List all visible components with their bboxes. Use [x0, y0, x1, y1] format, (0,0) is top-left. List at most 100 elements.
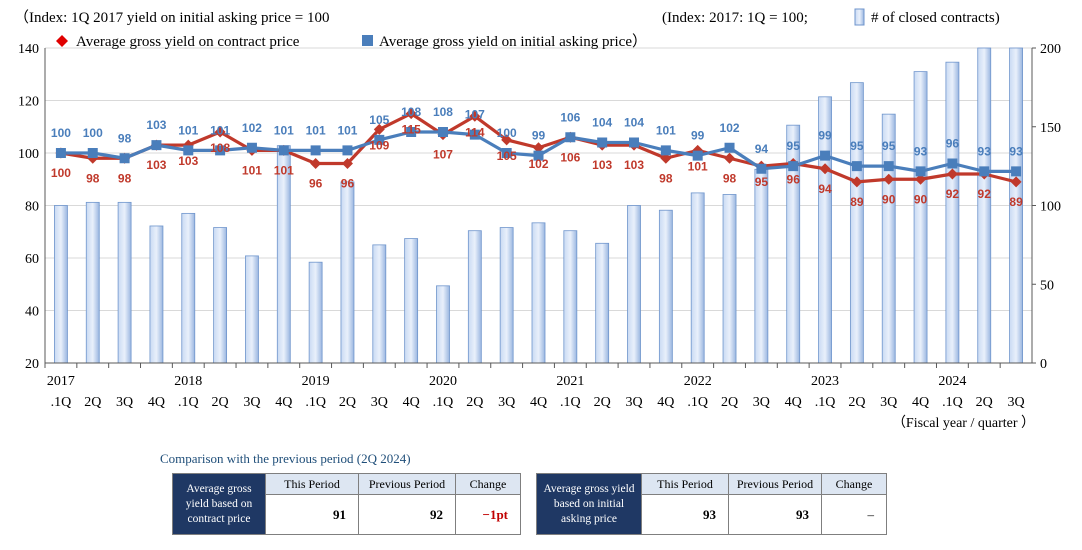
marker-asking — [947, 158, 958, 169]
label-asking: 100 — [51, 126, 71, 140]
asking-this-period: 93 — [641, 494, 729, 535]
marker-asking — [215, 145, 226, 156]
label-asking: 96 — [946, 137, 960, 151]
bar — [722, 194, 737, 364]
marker-asking — [246, 142, 257, 153]
data-labels: 100 100 98 103 101 101 102 101 101 101 105 108 108 10… — [51, 105, 1023, 209]
axes: 20 40 60 80 100 120 140 0 50 100 150 200 2017 .1Q 2Q 3Q… — [18, 42, 1061, 431]
label-asking: 95 — [882, 139, 896, 153]
label-contract: 92 — [946, 187, 960, 201]
asking-label: Average gross yield based on initial ask… — [536, 473, 642, 535]
x-quarter-label: 4Q — [530, 395, 547, 410]
marker-asking — [342, 145, 353, 156]
bar — [436, 285, 450, 364]
x-quarter-label: 4Q — [148, 395, 165, 410]
x-quarter-label: .1Q — [815, 395, 836, 410]
marker-asking — [692, 150, 703, 161]
legend-contract-label: Average gross yield on contract price — [76, 34, 300, 50]
marker-asking — [533, 150, 544, 161]
legend-asking-marker — [362, 35, 373, 46]
bar-series-closed-contracts — [54, 47, 1023, 364]
bar — [977, 47, 992, 364]
marker-contract — [533, 142, 544, 154]
x-year-label: 2023 — [811, 374, 839, 389]
bar — [276, 145, 291, 364]
label-asking: 93 — [1009, 144, 1023, 158]
bar — [913, 71, 928, 364]
marker-asking — [183, 145, 194, 156]
comparison-title: Comparison with the previous period (2Q … — [160, 451, 411, 466]
label-contract: 103 — [146, 158, 166, 172]
label-asking: 105 — [369, 113, 389, 127]
x-quarter-label: 3Q — [625, 395, 642, 410]
x-quarter-label: 2Q — [466, 395, 483, 410]
x-quarter-label: 2Q — [594, 395, 611, 410]
bar — [690, 192, 705, 364]
label-contract: 106 — [560, 150, 580, 164]
x-quarter-label: 3Q — [116, 395, 133, 410]
x-quarter-label: 3Q — [243, 395, 260, 410]
label-contract: 96 — [309, 177, 323, 191]
marker-asking — [660, 145, 671, 156]
y-left-tick-label: 100 — [18, 147, 39, 162]
x-quarter-label: .1Q — [305, 395, 326, 410]
marker-asking — [406, 127, 417, 137]
marker-contract — [501, 134, 513, 146]
label-contract: 90 — [914, 192, 928, 206]
marker-contract — [724, 152, 736, 164]
label-contract: 105 — [497, 149, 517, 163]
label-asking: 101 — [306, 123, 326, 137]
header-previous-period: Previous Period — [358, 472, 456, 496]
label-contract: 90 — [882, 192, 896, 206]
legend-bar-label: # of closed contracts) — [871, 10, 1000, 26]
label-asking: 107 — [465, 108, 485, 122]
contract-previous-period: 92 — [358, 494, 456, 535]
legend-asking-label: Average gross yield on initial asking pr… — [379, 33, 647, 50]
label-asking: 101 — [656, 123, 676, 137]
x-quarter-label: 4Q — [403, 395, 420, 410]
x-quarter-label: .1Q — [687, 395, 708, 410]
bar — [849, 82, 864, 364]
bar — [372, 244, 387, 364]
label-contract: 96 — [787, 173, 801, 187]
x-quarter-label: 2Q — [721, 395, 738, 410]
contract-label: Average gross yield based on contract pr… — [172, 473, 266, 535]
label-asking: 100 — [83, 126, 103, 140]
x-year-label: 2018 — [174, 374, 202, 389]
contract-change: −1pt — [455, 494, 521, 535]
x-year-label: 2019 — [302, 374, 330, 389]
label-contract: 114 — [465, 125, 485, 139]
y-right-tick-label: 200 — [1040, 42, 1061, 57]
label-asking: 108 — [433, 105, 453, 119]
bar — [85, 201, 100, 364]
label-asking: 99 — [818, 129, 832, 143]
marker-asking — [756, 163, 767, 174]
label-contract: 108 — [210, 141, 230, 155]
label-contract: 101 — [242, 163, 262, 177]
label-asking: 108 — [401, 105, 421, 119]
x-year-label: 2024 — [938, 374, 966, 389]
marker-asking — [310, 145, 321, 156]
label-contract: 92 — [978, 187, 992, 201]
label-contract: 89 — [850, 195, 864, 209]
label-asking: 100 — [497, 126, 517, 140]
marker-asking — [979, 166, 990, 177]
yield-chart: 100 100 98 103 101 101 102 101 101 101 105 108 108 10… — [14, 8, 1061, 431]
bar — [499, 227, 514, 364]
marker-contract — [819, 163, 831, 175]
marker-asking — [87, 148, 98, 158]
x-quarter-label: 2Q — [339, 395, 356, 410]
header-change-2: Change — [821, 472, 887, 496]
marker-contract — [660, 152, 672, 164]
x-quarter-label: 2Q — [212, 395, 229, 410]
label-contract: 109 — [369, 138, 389, 152]
asking-previous-period: 93 — [728, 494, 822, 535]
x-axis-title: （Fiscal year / quarter ） — [892, 415, 1035, 431]
label-contract: 101 — [688, 159, 708, 173]
bar — [213, 227, 228, 364]
marker-asking — [469, 129, 480, 140]
label-asking: 102 — [720, 121, 740, 135]
label-contract: 95 — [755, 175, 769, 189]
marker-contract — [851, 176, 863, 188]
y-left-tick-label: 120 — [18, 95, 39, 110]
